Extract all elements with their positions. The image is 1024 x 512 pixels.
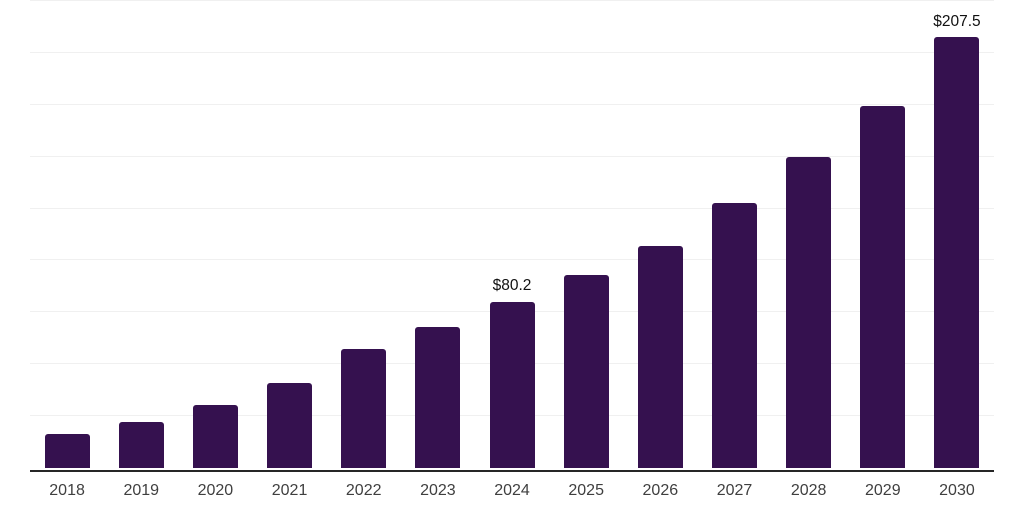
x-tick-2022: 2022 <box>345 482 382 499</box>
bar-2024[interactable] <box>489 301 535 468</box>
gridline-150 <box>30 155 994 157</box>
x-tick-2025: 2025 <box>568 482 604 499</box>
bar-2018[interactable] <box>44 433 90 468</box>
bar-2025[interactable] <box>563 274 609 468</box>
x-axis: 2018 2019 2020 2021 2022 2023 2024 2025 2026 2027… <box>30 481 994 500</box>
bar-column-2023 <box>401 0 475 468</box>
bar-2022[interactable] <box>341 349 387 468</box>
x-tick-2024: 2024 <box>494 482 530 499</box>
bar-column-2019 <box>104 0 178 468</box>
gridline-225 <box>30 0 994 1</box>
bar-column-2022 <box>327 0 401 468</box>
x-tick-2019: 2019 <box>123 482 160 499</box>
data-label-2030: $207.5 <box>933 12 981 30</box>
gridline-175 <box>30 103 994 105</box>
bar-column-2018 <box>30 0 104 468</box>
data-label-2024: $80.2 <box>492 277 532 295</box>
x-tick-2023: 2023 <box>420 482 456 499</box>
gridline-125 <box>30 207 994 209</box>
x-tick-2027: 2027 <box>716 482 753 499</box>
x-tick-2028: 2028 <box>790 482 827 499</box>
gridline-200 <box>30 51 994 53</box>
bar-2030[interactable] <box>934 37 980 468</box>
bar-2021[interactable] <box>267 383 313 468</box>
x-tick-2026: 2026 <box>642 482 679 499</box>
x-tick-2020: 2020 <box>197 482 234 499</box>
x-tick-2029: 2029 <box>865 482 901 499</box>
bar-column-2024: $80.2 <box>475 0 549 468</box>
bar-column-2026 <box>623 0 697 468</box>
plot-area: $80.2 $207.5 <box>30 0 994 472</box>
bar-column-2025 <box>549 0 623 468</box>
bar-column-2029 <box>846 0 920 468</box>
bars-container: $80.2 $207.5 <box>30 0 994 468</box>
bar-2028[interactable] <box>786 156 832 468</box>
bar-column-2021 <box>252 0 326 468</box>
x-tick-2030: 2030 <box>939 482 975 499</box>
bar-column-2028 <box>772 0 846 468</box>
x-tick-2018: 2018 <box>49 482 85 499</box>
gridline-100 <box>30 259 994 261</box>
bar-column-2027 <box>697 0 771 468</box>
bar-2026[interactable] <box>637 245 683 468</box>
bar-2019[interactable] <box>118 421 164 468</box>
bar-2020[interactable] <box>192 405 238 468</box>
bar-column-2030: $207.5 <box>920 0 994 468</box>
bar-2029[interactable] <box>860 106 906 468</box>
bar-2023[interactable] <box>415 326 461 468</box>
x-tick-2021: 2021 <box>271 482 308 499</box>
bar-column-2020 <box>178 0 252 468</box>
bar-2027[interactable] <box>711 203 757 468</box>
